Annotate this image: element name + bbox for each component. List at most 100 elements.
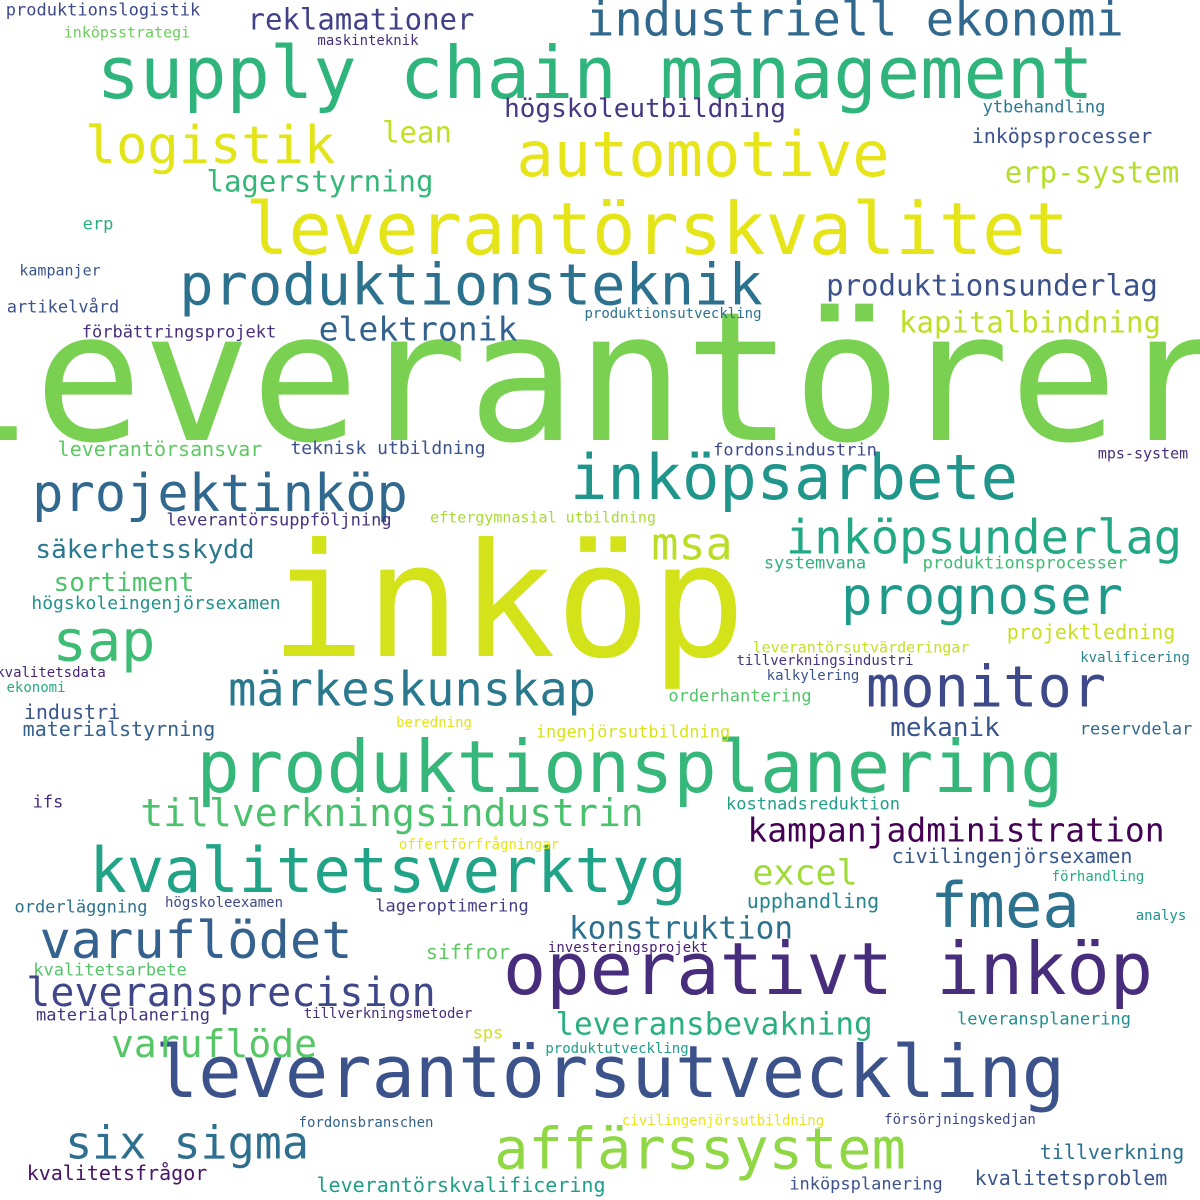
word-upphandling: upphandling: [746, 889, 880, 913]
word-teknisk-utbildning: teknisk utbildning: [290, 438, 486, 459]
word-orderhantering: orderhantering: [668, 686, 812, 707]
word-analys: analys: [1135, 908, 1187, 924]
word-inkopsprocesser: inköpsprocesser: [971, 124, 1153, 148]
word-systemvana: systemvana: [763, 553, 867, 574]
word-tillverkningsmetoder: tillverkningsmetoder: [303, 1006, 473, 1022]
word-leveransprecision: leveransprecision: [26, 970, 436, 1016]
word-monitor: monitor: [865, 654, 1107, 721]
word-supply-chain-management: supply chain management: [96, 31, 1094, 115]
word-leverantorsutveckling: leverantörsutveckling: [154, 1030, 1066, 1114]
word-prognoser: prognoser: [841, 567, 1123, 627]
word-maskinteknik: maskinteknik: [317, 33, 419, 49]
word-ifs: ifs: [32, 792, 64, 813]
word-siffror: siffror: [425, 940, 511, 964]
word-automotive: automotive: [516, 118, 890, 191]
word-tillverkning: tillverkning: [1039, 1140, 1185, 1164]
word-sakerhetsskydd: säkerhetsskydd: [35, 535, 255, 565]
word-civilingenjorsutbildning: civilingenjörsutbildning: [621, 1113, 825, 1129]
word-sps: sps: [472, 1023, 504, 1044]
word-kvalitetsarbete: kvalitetsarbete: [33, 960, 187, 981]
word-materialplanering: materialplanering: [36, 1005, 210, 1026]
word-artikelvard: artikelvård: [6, 297, 120, 318]
word-markeskunskap: märkeskunskap: [228, 662, 596, 718]
word-leverantorsutvarderingar: leverantörsutvärderingar: [752, 638, 970, 657]
word-excel: excel: [752, 853, 858, 894]
word-fordonsindustrin: fordonsindustrin: [713, 440, 877, 461]
word-produktionsunderlag: produktionsunderlag: [826, 268, 1158, 303]
word-leverantorsuppfoljning: leverantörsuppföljning: [166, 510, 392, 531]
word-materialstyrning: materialstyrning: [22, 717, 216, 741]
word-konstruktion: konstruktion: [569, 910, 793, 947]
word-logistik: logistik: [84, 116, 336, 176]
word-lean: lean: [382, 115, 452, 150]
word-produktutveckling: produktutveckling: [545, 1041, 689, 1057]
word-six-sigma: six sigma: [65, 1116, 309, 1170]
word-forsorjningskedjan: försörjningskedjan: [884, 1112, 1036, 1128]
word-fordonsbranschen: fordonsbranschen: [298, 1115, 434, 1131]
word-mps-system: mps-system: [1097, 444, 1189, 463]
word-leverantorskvalificering: leverantörskvalificering: [316, 1173, 606, 1197]
word-ytbehandling: ytbehandling: [982, 97, 1106, 118]
word-inkopsarbete: inköpsarbete: [570, 441, 1018, 514]
word-sap: sap: [52, 608, 156, 675]
word-hogskoleutbildning: högskoleutbildning: [504, 94, 786, 124]
word-kvalitetsproblem: kvalitetsproblem: [974, 1166, 1168, 1190]
word-eftergymnasial-utbildning: eftergymnasial utbildning: [430, 508, 656, 527]
word-ingenjorsutbildning: ingenjörsutbildning: [535, 722, 731, 743]
word-reklamationer: reklamationer: [247, 2, 475, 37]
word-ekonomi: ekonomi: [6, 680, 66, 696]
word-lagerstyrning: lagerstyrning: [206, 164, 434, 199]
word-affarssystem: affärssystem: [494, 1116, 906, 1183]
word-kalkylering: kalkylering: [766, 668, 860, 684]
word-varuflode: varuflöde: [111, 1022, 317, 1066]
word-industriell-ekonomi: industriell ekonomi: [586, 0, 1124, 48]
word-produktionsplanering: produktionsplanering: [196, 725, 1064, 809]
word-tillverkningsindustri: tillverkningsindustri: [736, 653, 914, 669]
word-offertforfragningar: offertförfrågningar: [398, 837, 560, 853]
word-leverantorskvalitet: leverantörskvalitet: [245, 187, 1069, 271]
word-industri: industri: [23, 700, 121, 724]
word-erp: erp: [82, 214, 114, 235]
word-civilingenjorsexamen: civilingenjörsexamen: [891, 844, 1133, 868]
word-forbattringsprojekt: förbättringsprojekt: [81, 322, 277, 343]
word-produktionslogistik: produktionslogistik: [5, 0, 201, 21]
word-msa: msa: [651, 517, 733, 571]
word-leverantorsansvar: leverantörsansvar: [57, 437, 263, 461]
word-investeringsprojekt: investeringsprojekt: [547, 940, 709, 956]
word-orderlaggning: orderläggning: [14, 897, 148, 918]
word-produktionsprocesser: produktionsprocesser: [922, 553, 1128, 574]
word-inkopsunderlag: inköpsunderlag: [785, 510, 1183, 566]
word-leveransbevakning: leveransbevakning: [555, 1006, 873, 1043]
word-tillverkningsindustrin: tillverkningsindustrin: [140, 791, 644, 835]
word-operativt-inkop: operativt inköp: [502, 927, 1154, 1011]
word-hogskoleexamen: högskoleexamen: [164, 895, 284, 911]
word-kvalitetsfragor: kvalitetsfrågor: [26, 1161, 208, 1185]
word-kapitalbindning: kapitalbindning: [899, 305, 1161, 340]
word-produktionsteknik: produktionsteknik: [179, 252, 763, 319]
word-sortiment: sortiment: [53, 568, 195, 598]
word-projektinkop: projektinköp: [32, 464, 408, 524]
word-kvalitetsverktyg: kvalitetsverktyg: [89, 834, 687, 907]
word-elektronik: elektronik: [318, 309, 518, 349]
word-forhandling: förhandling: [1051, 869, 1145, 885]
word-inkop: inköp: [270, 510, 746, 694]
word-leveransplanering: leveransplanering: [957, 1009, 1131, 1030]
word-kvalificering: kvalificering: [1080, 650, 1190, 666]
word-hogskoleingenjorsexamen: högskoleingenjörsexamen: [31, 593, 281, 614]
word-produktionsutveckling: produktionsutveckling: [584, 306, 762, 322]
word-mekanik: mekanik: [890, 713, 1000, 743]
word-kampanjadministration: kampanjadministration: [747, 810, 1165, 850]
word-lageroptimering: lageroptimering: [375, 896, 529, 917]
word-kostnadsreduktion: kostnadsreduktion: [726, 794, 900, 815]
word-fmea: fmea: [930, 869, 1080, 942]
word-varuflodet: varuflödet: [39, 911, 353, 971]
word-beredning: beredning: [396, 715, 472, 731]
word-erp-system: erp-system: [1004, 155, 1180, 190]
word-projektledning: projektledning: [1006, 620, 1176, 644]
word-kvalitetsdata: kvalitetsdata: [0, 665, 106, 681]
word-inkopsplanering: inköpsplanering: [789, 1174, 943, 1195]
word-inkopsstrategi: inköpsstrategi: [63, 23, 191, 42]
word-reservdelar: reservdelar: [1079, 719, 1193, 740]
word-kampanjer: kampanjer: [19, 261, 101, 280]
